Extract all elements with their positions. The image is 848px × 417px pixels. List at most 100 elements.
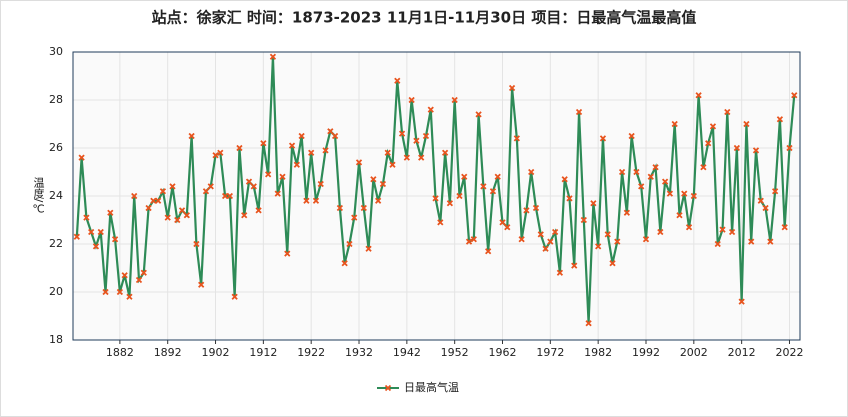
data-point [346, 240, 353, 248]
data-point [384, 149, 391, 156]
legend-label: 日最高气温 [404, 380, 459, 394]
data-point [647, 173, 654, 180]
data-point [743, 120, 750, 128]
data-point [618, 168, 626, 176]
x-tick-label: 1972 [536, 346, 564, 359]
data-point [690, 192, 697, 200]
data-point [494, 173, 501, 180]
data-point [403, 154, 410, 161]
data-point [331, 132, 339, 140]
data-point [451, 96, 458, 104]
data-point [508, 84, 516, 92]
chart-title: 站点：徐家汇 时间：1873-2023 11月1日-11月30日 项目：日最高气… [152, 9, 697, 27]
data-point [308, 149, 315, 156]
data-point [212, 152, 219, 159]
data-point [681, 190, 688, 197]
data-point [547, 238, 554, 245]
legend-marker [384, 384, 392, 392]
y-tick-label: 20 [49, 285, 63, 298]
data-point [418, 154, 425, 161]
data-point [595, 243, 602, 250]
data-point [666, 190, 674, 197]
data-point [121, 272, 128, 279]
data-point [714, 240, 721, 248]
data-point [623, 209, 630, 216]
data-point [140, 269, 147, 276]
data-point [327, 128, 334, 135]
data-point [116, 288, 124, 296]
data-point [480, 183, 487, 190]
data-point [461, 173, 468, 180]
data-point [657, 228, 664, 236]
data-point [771, 188, 779, 195]
y-tick-label: 22 [49, 237, 63, 250]
data-point [303, 197, 310, 204]
data-point [312, 197, 320, 204]
x-tick-label: 1922 [297, 346, 325, 359]
data-point [154, 197, 162, 204]
data-point [518, 236, 525, 243]
data-point [221, 192, 229, 200]
x-tick-label: 1892 [154, 346, 182, 359]
data-point [733, 144, 741, 152]
data-point [695, 92, 702, 99]
data-point [102, 288, 109, 296]
y-tick-label: 18 [49, 333, 63, 346]
x-tick-label: 2022 [775, 346, 803, 359]
data-point [107, 209, 114, 216]
data-point [427, 106, 434, 113]
data-point [781, 224, 788, 231]
data-point [791, 92, 798, 99]
data-point [499, 219, 506, 226]
data-point [676, 212, 683, 219]
data-point [198, 281, 205, 288]
data-point [260, 140, 267, 147]
x-tick-label: 1882 [106, 346, 134, 359]
data-point [236, 144, 243, 152]
data-point [245, 178, 253, 185]
data-point [738, 298, 745, 305]
data-point [585, 320, 592, 327]
data-point [322, 147, 329, 154]
data-point [705, 140, 712, 147]
data-point [642, 236, 650, 243]
data-point [523, 207, 530, 214]
data-point [489, 188, 497, 195]
data-point [250, 183, 257, 190]
data-point [628, 132, 635, 140]
data-point [575, 108, 583, 116]
data-point [164, 214, 171, 221]
data-point [470, 236, 477, 243]
data-point [202, 188, 210, 195]
data-point [671, 120, 678, 128]
x-tick-label: 1942 [393, 346, 421, 359]
data-point [131, 192, 138, 200]
x-tick-label: 2012 [728, 346, 756, 359]
data-point [700, 164, 707, 171]
y-tick-label: 24 [49, 189, 63, 202]
data-point [351, 214, 358, 221]
x-tick-label: 1982 [584, 346, 612, 359]
data-point [231, 293, 238, 300]
data-point [465, 238, 473, 245]
data-point [174, 216, 181, 224]
data-point [92, 243, 100, 250]
data-point [97, 228, 104, 236]
y-axis-label: 温度/℃ [32, 176, 45, 215]
data-point [207, 183, 214, 190]
data-point [159, 188, 167, 195]
data-point [183, 212, 190, 219]
data-point [652, 164, 659, 171]
data-point [217, 149, 224, 156]
data-point [590, 200, 597, 207]
data-point [633, 168, 640, 176]
data-point [513, 135, 520, 142]
data-point [274, 190, 281, 197]
data-point [389, 161, 396, 168]
data-point [551, 228, 559, 236]
data-point [341, 260, 348, 267]
data-point [528, 168, 535, 176]
x-tick-label: 1992 [632, 346, 660, 359]
data-point [752, 147, 760, 154]
data-point [719, 226, 726, 233]
